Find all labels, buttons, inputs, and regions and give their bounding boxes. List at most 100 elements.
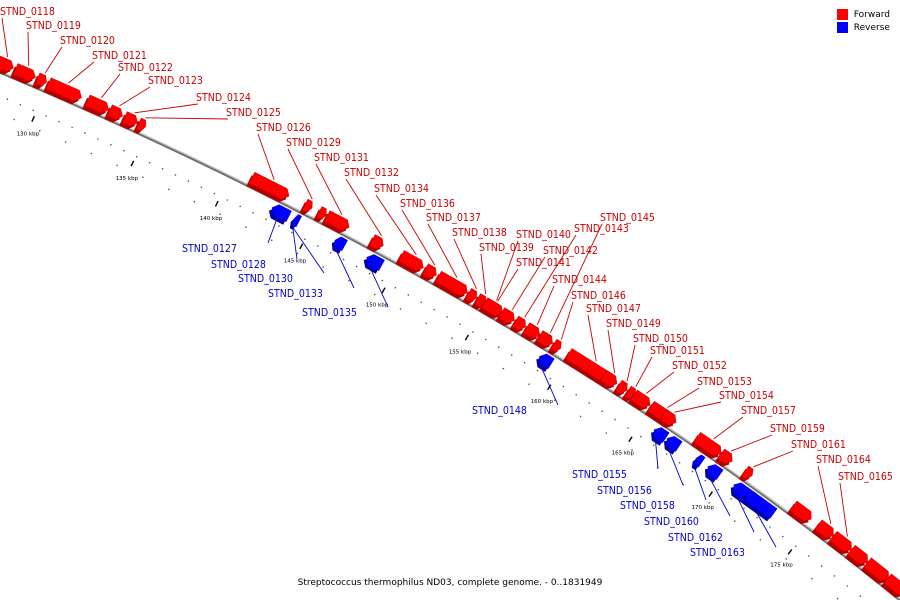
gene-feature-stnd_0155[interactable] bbox=[653, 427, 670, 443]
gene-label[interactable]: STND_0164 bbox=[816, 454, 871, 466]
gene-label[interactable]: STND_0150 bbox=[633, 333, 688, 345]
gene-feature[interactable] bbox=[789, 500, 812, 522]
gene-label[interactable]: STND_0132 bbox=[344, 167, 399, 179]
gene-label[interactable]: STND_0137 bbox=[426, 212, 481, 224]
gene-label[interactable]: STND_0141 bbox=[516, 257, 571, 269]
gene-feature-stnd_0124[interactable] bbox=[121, 111, 139, 127]
gene-label[interactable]: STND_0155 bbox=[572, 469, 627, 481]
gene-feature-stnd_0120[interactable] bbox=[34, 72, 47, 87]
gene-label[interactable]: STND_0146 bbox=[571, 290, 626, 302]
gene-label[interactable]: STND_0149 bbox=[606, 318, 661, 330]
gene-label[interactable]: STND_0154 bbox=[719, 390, 774, 402]
gene-feature-stnd_0154[interactable] bbox=[660, 409, 677, 426]
gene-feature-stnd_0150[interactable] bbox=[615, 379, 628, 394]
gene-feature-stnd_0146[interactable] bbox=[550, 338, 562, 353]
gene-feature-stnd_0133[interactable] bbox=[334, 236, 348, 252]
gene-feature-stnd_0135[interactable] bbox=[366, 254, 385, 271]
gene-feature-stnd_0161[interactable] bbox=[741, 465, 754, 480]
gene-label[interactable]: STND_0148 bbox=[472, 405, 527, 417]
gene-label[interactable]: STND_0139 bbox=[479, 242, 534, 254]
gene-feature-stnd_0148[interactable] bbox=[539, 353, 555, 370]
gene-label[interactable]: STND_0158 bbox=[620, 500, 675, 512]
gene-feature-stnd_0119[interactable] bbox=[12, 63, 36, 82]
gene-feature-stnd_0122[interactable] bbox=[84, 94, 109, 114]
gene-feature-stnd_0156[interactable] bbox=[666, 436, 683, 452]
gene-label[interactable]: STND_0122 bbox=[118, 62, 173, 74]
gene-label[interactable]: STND_0121 bbox=[92, 50, 147, 62]
tick-dot bbox=[368, 272, 371, 275]
gene-label[interactable]: STND_0123 bbox=[148, 75, 203, 87]
gene-label[interactable]: STND_0128 bbox=[211, 259, 266, 271]
gene-label[interactable]: STND_0140 bbox=[516, 229, 571, 241]
gene-label[interactable]: STND_0125 bbox=[226, 107, 281, 119]
gene-feature-stnd_0164[interactable] bbox=[814, 519, 834, 538]
gene-label[interactable]: STND_0130 bbox=[238, 273, 293, 285]
gene-feature[interactable] bbox=[847, 544, 868, 565]
gene-feature-stnd_0130[interactable] bbox=[292, 214, 302, 228]
gene-label[interactable]: STND_0131 bbox=[314, 152, 369, 164]
gene-label[interactable]: STND_0157 bbox=[741, 405, 796, 417]
gene-feature-stnd_0131[interactable] bbox=[324, 210, 350, 231]
gene-label[interactable]: STND_0156 bbox=[597, 485, 652, 497]
gene-feature-stnd_0129[interactable] bbox=[302, 198, 313, 213]
gene-label[interactable]: STND_0118 bbox=[0, 6, 55, 18]
gene-feature-stnd_0138[interactable] bbox=[465, 288, 477, 302]
gene-label[interactable]: STND_0136 bbox=[400, 198, 455, 210]
gene-label[interactable]: STND_0161 bbox=[791, 439, 846, 451]
gene-label[interactable]: STND_0129 bbox=[286, 137, 341, 149]
gene-label[interactable]: STND_0145 bbox=[600, 212, 655, 224]
tick-dot bbox=[304, 238, 306, 240]
gene-feature-stnd_0142[interactable] bbox=[498, 307, 515, 324]
gene-feature-stnd_0123[interactable] bbox=[106, 104, 123, 120]
gene-feature-stnd_0127[interactable] bbox=[271, 204, 292, 222]
gene-label[interactable]: STND_0153 bbox=[697, 376, 752, 388]
gene-feature-stnd_0126[interactable] bbox=[249, 171, 290, 200]
gene-feature-stnd_0152[interactable] bbox=[630, 389, 651, 408]
gene-feature-stnd_0163[interactable] bbox=[745, 491, 778, 519]
gene-feature-stnd_0125[interactable] bbox=[136, 117, 147, 132]
gene-label[interactable]: STND_0120 bbox=[60, 35, 115, 47]
gene-label[interactable]: STND_0159 bbox=[770, 423, 825, 435]
gene-label[interactable]: STND_0165 bbox=[838, 471, 893, 483]
gene-feature-stnd_0149[interactable] bbox=[600, 370, 618, 387]
gene-label[interactable]: STND_0127 bbox=[182, 243, 237, 255]
gene-feature-stnd_0144[interactable] bbox=[523, 322, 540, 339]
gene-label[interactable]: STND_0163 bbox=[690, 547, 745, 559]
gene-label[interactable]: STND_0134 bbox=[374, 183, 429, 195]
gene-feature-stnd_0143[interactable] bbox=[512, 315, 526, 331]
gene-feature-stnd_0141[interactable] bbox=[481, 297, 503, 317]
gene-feature-stnd_0160[interactable] bbox=[707, 464, 724, 480]
gene-feature-stnd_0158[interactable] bbox=[694, 454, 706, 468]
label-leader bbox=[44, 46, 63, 74]
gene-feature[interactable] bbox=[863, 557, 889, 582]
gene-label[interactable]: STND_0126 bbox=[256, 122, 311, 134]
gene-label[interactable]: STND_0143 bbox=[574, 223, 629, 235]
tick-dot bbox=[833, 575, 836, 577]
gene-label[interactable]: STND_0160 bbox=[644, 516, 699, 528]
gene-feature-stnd_0121[interactable] bbox=[45, 77, 82, 102]
gene-feature-stnd_0159[interactable] bbox=[717, 448, 733, 464]
gene-label[interactable]: STND_0152 bbox=[672, 360, 727, 372]
gene-feature-stnd_0132[interactable] bbox=[369, 234, 384, 250]
gene-feature-stnd_0118[interactable] bbox=[0, 55, 14, 72]
gene-feature-stnd_0157[interactable] bbox=[693, 431, 722, 457]
gene-label[interactable]: STND_0135 bbox=[302, 307, 357, 319]
gene-feature-stnd_0165[interactable] bbox=[829, 530, 852, 552]
label-leader bbox=[315, 163, 343, 215]
tick-dot bbox=[640, 435, 642, 438]
gene-label[interactable]: STND_0162 bbox=[668, 532, 723, 544]
gene-feature[interactable] bbox=[883, 573, 900, 595]
gene-label[interactable]: STND_0133 bbox=[268, 288, 323, 300]
gene-feature-stnd_0137[interactable] bbox=[435, 270, 468, 296]
gene-label[interactable]: STND_0142 bbox=[543, 245, 598, 257]
gene-label[interactable]: STND_0124 bbox=[196, 92, 251, 104]
gene-feature-stnd_0145[interactable] bbox=[536, 330, 553, 347]
gene-label[interactable]: STND_0147 bbox=[586, 303, 641, 315]
gene-label[interactable]: STND_0151 bbox=[650, 345, 705, 357]
gene-feature-stnd_0136[interactable] bbox=[422, 263, 437, 279]
gene-label[interactable]: STND_0138 bbox=[452, 227, 507, 239]
gene-feature-stnd_0134[interactable] bbox=[398, 250, 424, 271]
gene-label[interactable]: STND_0119 bbox=[26, 20, 81, 32]
gene-label[interactable]: STND_0144 bbox=[552, 274, 607, 286]
gene-feature[interactable] bbox=[316, 206, 327, 220]
